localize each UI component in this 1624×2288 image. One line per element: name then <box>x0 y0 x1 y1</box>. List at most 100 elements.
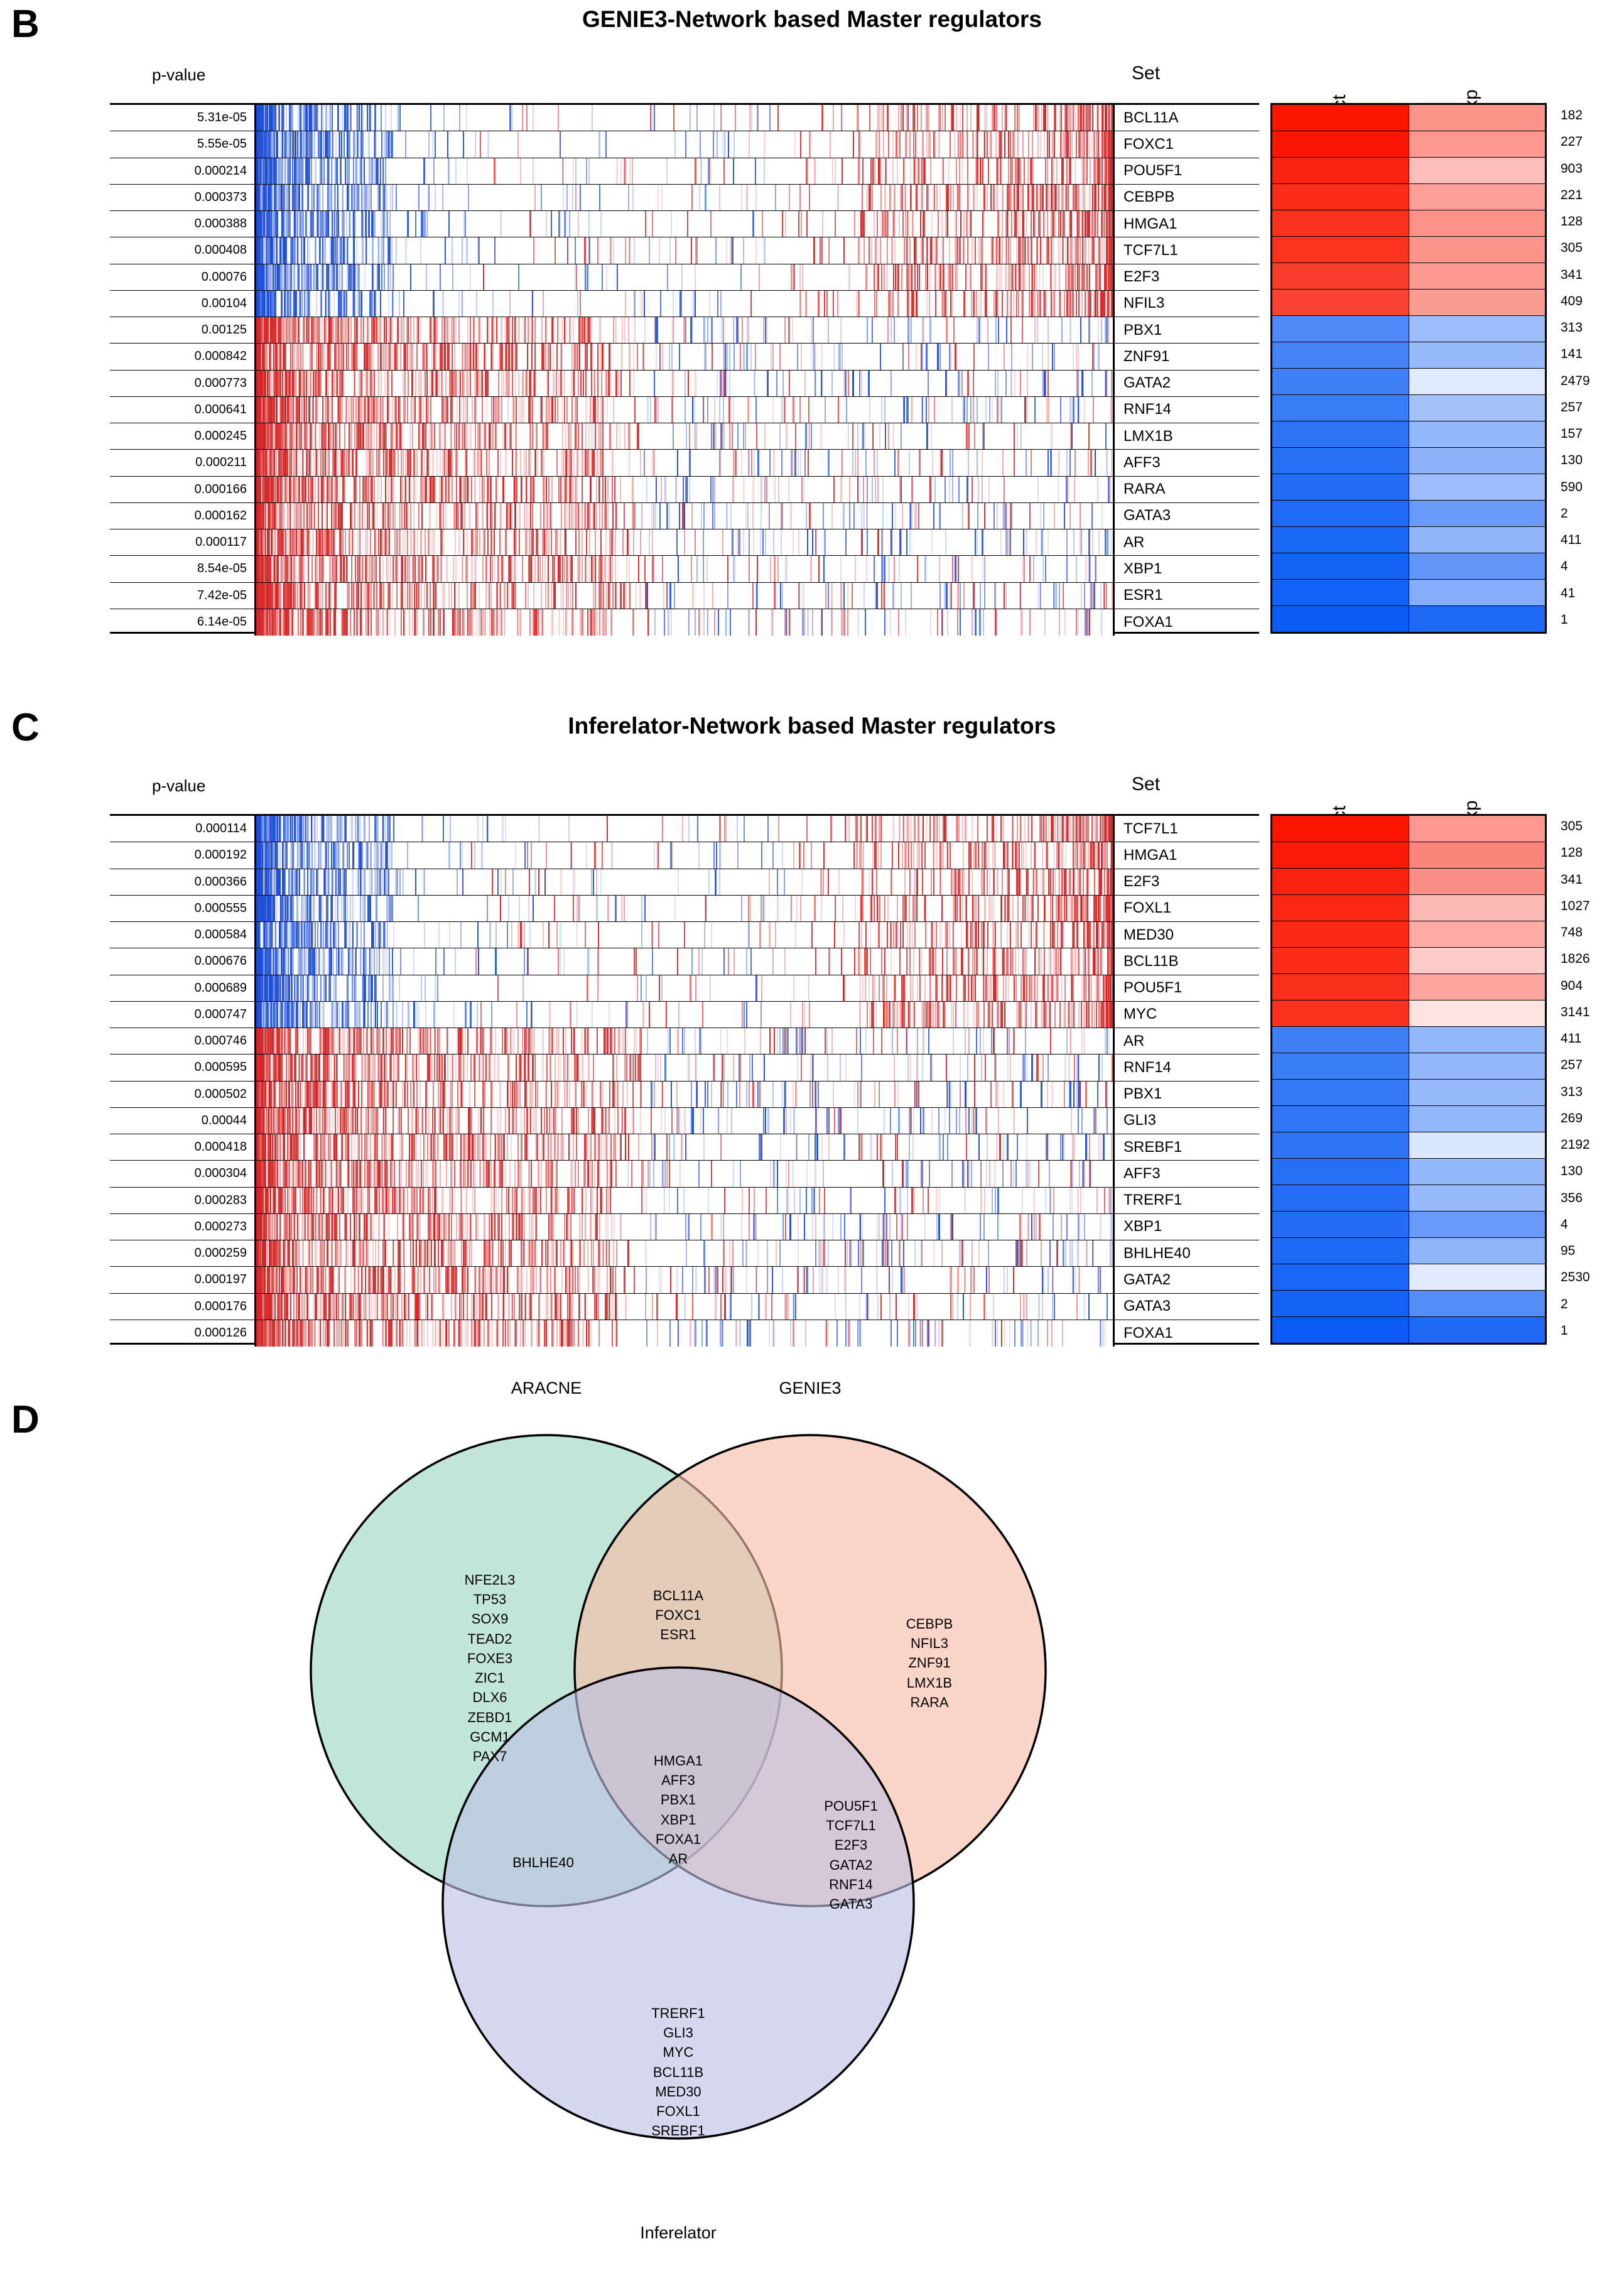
barcode-tick <box>298 317 300 343</box>
barcode-tick <box>439 423 440 449</box>
barcode-tick <box>388 371 389 396</box>
barcode-tick <box>360 131 362 157</box>
barcode-tick <box>327 158 329 184</box>
barcode-tick <box>691 237 692 263</box>
barcode-tick <box>1097 131 1098 157</box>
barcode-tick <box>616 158 618 184</box>
barcode-tick <box>403 317 404 343</box>
barcode-tick <box>696 105 698 131</box>
barcode-tick <box>321 291 322 317</box>
barcode-tick <box>978 237 980 263</box>
barcode-tick <box>1022 211 1024 237</box>
barcode-tick <box>888 131 889 157</box>
barcode-tick <box>1098 344 1100 369</box>
barcode-tick <box>273 371 274 396</box>
table-row[interactable]: 0.000373 CEBPB <box>110 185 1259 211</box>
table-row[interactable]: 0.00104 NFIL3 <box>110 291 1259 317</box>
barcode-tick <box>1004 131 1005 157</box>
barcode-tick <box>968 450 969 475</box>
barcode-tick <box>897 450 899 475</box>
barcode-tick <box>345 105 346 131</box>
regulator-name-cell: PBX1 <box>1115 317 1259 343</box>
barcode-tick <box>595 423 596 449</box>
barcode-tick <box>629 450 630 475</box>
barcode-tick <box>537 450 538 475</box>
barcode-tick <box>907 397 909 423</box>
barcode-tick <box>455 158 457 184</box>
barcode-tick <box>350 105 352 131</box>
table-row[interactable]: 0.000842 ZNF91 <box>110 344 1259 370</box>
barcode-tick <box>914 105 915 131</box>
barcode-tick <box>733 450 734 475</box>
barcode-tick <box>610 344 611 369</box>
barcode-tick <box>967 158 968 184</box>
barcode-tick <box>877 211 878 237</box>
barcode-tick <box>694 423 696 449</box>
barcode-tick <box>945 105 946 131</box>
barcode-tick <box>1042 371 1043 396</box>
regulator-name-cell: E2F3 <box>1115 264 1259 290</box>
barcode-tick <box>719 450 721 475</box>
barcode-tick <box>1049 131 1050 157</box>
barcode-tick <box>1038 211 1039 237</box>
barcode-tick <box>695 371 696 396</box>
barcode-tick <box>507 397 509 423</box>
table-row[interactable]: 0.000773 GATA2 <box>110 371 1259 397</box>
barcode-tick <box>315 477 316 502</box>
barcode-tick <box>447 131 448 157</box>
table-row[interactable]: 0.00125 PBX1 <box>110 317 1259 344</box>
barcode-tick <box>1113 264 1114 290</box>
barcode-tick <box>1112 291 1113 317</box>
barcode-tick <box>345 397 347 423</box>
barcode-tick <box>290 131 291 157</box>
barcode-tick <box>1044 131 1045 157</box>
barcode-tick <box>349 397 350 423</box>
barcode-tick <box>1113 237 1114 263</box>
barcode-tick <box>392 423 394 449</box>
table-row[interactable]: 0.00076 E2F3 <box>110 264 1259 291</box>
barcode-tick <box>298 344 299 369</box>
barcode-tick <box>1113 291 1114 317</box>
barcode-tick <box>1027 158 1029 184</box>
barcode-tick <box>548 397 549 423</box>
barcode-tick <box>704 344 706 369</box>
barcode-tick <box>427 211 428 237</box>
barcode-tick <box>734 131 735 157</box>
table-row[interactable]: 0.000245 LMX1B <box>110 423 1259 450</box>
barcode-tick <box>435 131 436 157</box>
barcode-tick <box>725 344 726 369</box>
barcode-tick <box>344 291 345 317</box>
barcode-tick <box>1066 450 1068 475</box>
table-row[interactable]: 5.31e-05 BCL11A <box>110 105 1259 131</box>
barcode-tick <box>306 423 307 449</box>
barcode-tick <box>801 344 802 369</box>
table-row[interactable]: 0.000166 RARA <box>110 477 1259 503</box>
barcode-tick <box>683 317 685 343</box>
table-row[interactable]: 0.000408 TCF7L1 <box>110 237 1259 264</box>
table-row[interactable]: 0.000214 POU5F1 <box>110 158 1259 185</box>
barcode-tick <box>967 185 968 210</box>
barcode-tick <box>1103 211 1105 237</box>
barcode-tick <box>754 450 755 475</box>
barcode-tick <box>1034 317 1036 343</box>
barcode-tick <box>261 264 262 290</box>
barcode-tick <box>451 317 452 343</box>
barcode-tick <box>257 317 259 343</box>
barcode-tick <box>613 237 614 263</box>
barcode-tick <box>264 185 266 210</box>
barcode-tick <box>262 477 264 502</box>
barcode-tick <box>577 291 578 317</box>
barcode-tick <box>732 237 734 263</box>
table-row[interactable]: 0.000211 AFF3 <box>110 450 1259 476</box>
barcode-tick <box>929 477 930 502</box>
barcode-tick <box>596 477 597 502</box>
table-row[interactable]: 0.000641 RNF14 <box>110 397 1259 423</box>
table-row[interactable]: 0.000388 HMGA1 <box>110 211 1259 237</box>
barcode-tick <box>863 237 865 263</box>
barcode-tick <box>1054 264 1055 290</box>
table-row[interactable]: 5.55e-05 FOXC1 <box>110 131 1259 158</box>
barcode-tick <box>987 185 988 210</box>
barcode-tick <box>348 344 349 369</box>
barcode-tick <box>1024 264 1026 290</box>
barcode-tick <box>784 317 786 343</box>
